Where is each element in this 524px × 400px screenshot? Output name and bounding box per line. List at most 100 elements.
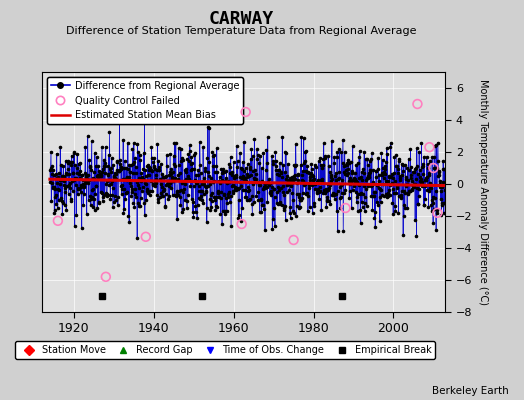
Point xyxy=(154,199,162,206)
Point xyxy=(108,192,117,198)
Point xyxy=(383,151,391,157)
Point xyxy=(189,209,197,216)
Point xyxy=(79,202,88,208)
Point xyxy=(228,182,236,189)
Point xyxy=(312,164,320,170)
Point xyxy=(229,188,237,195)
Point xyxy=(254,197,263,203)
Point xyxy=(212,162,221,169)
Point xyxy=(166,169,174,175)
Point xyxy=(356,220,365,226)
Point xyxy=(372,168,380,174)
Point xyxy=(294,191,303,197)
Point xyxy=(165,172,173,179)
Point xyxy=(137,169,146,176)
Point xyxy=(237,164,245,171)
Point xyxy=(437,187,445,194)
Point xyxy=(324,187,332,194)
Point xyxy=(283,180,292,187)
Point xyxy=(95,172,104,178)
Point xyxy=(242,164,250,171)
Point xyxy=(135,185,144,192)
Point xyxy=(148,155,156,162)
Point xyxy=(329,192,337,198)
Point xyxy=(286,204,294,210)
Point xyxy=(321,190,330,196)
Point xyxy=(378,171,387,178)
Point xyxy=(369,179,377,186)
Point xyxy=(353,160,362,166)
Point xyxy=(402,183,410,189)
Point xyxy=(326,200,334,207)
Point xyxy=(234,186,242,193)
Point xyxy=(56,177,64,184)
Point xyxy=(152,176,161,182)
Point xyxy=(414,200,423,207)
Point xyxy=(234,215,243,221)
Point xyxy=(195,188,203,194)
Point xyxy=(182,198,191,204)
Point xyxy=(248,153,257,159)
Point xyxy=(274,184,282,190)
Point xyxy=(433,209,441,216)
Point xyxy=(331,190,340,197)
Point xyxy=(259,150,267,156)
Point xyxy=(105,151,113,158)
Point xyxy=(293,171,302,177)
Point xyxy=(161,203,169,210)
Point xyxy=(359,170,368,176)
Point xyxy=(104,162,112,169)
Point xyxy=(175,188,183,195)
Point xyxy=(328,137,336,144)
Point xyxy=(188,160,196,166)
Point xyxy=(271,163,280,170)
Point xyxy=(87,166,95,173)
Point xyxy=(176,201,184,208)
Point xyxy=(102,192,111,199)
Point xyxy=(94,163,102,170)
Point xyxy=(134,182,142,188)
Point xyxy=(121,158,129,164)
Point xyxy=(274,167,282,174)
Point xyxy=(415,148,423,155)
Point xyxy=(405,156,413,162)
Point xyxy=(117,183,125,189)
Point xyxy=(226,154,235,160)
Point xyxy=(379,193,388,199)
Point xyxy=(301,149,310,156)
Point xyxy=(431,143,439,149)
Point xyxy=(46,167,54,174)
Point xyxy=(377,186,385,193)
Point xyxy=(300,158,309,164)
Point xyxy=(216,210,225,217)
Point xyxy=(387,181,396,187)
Point xyxy=(396,173,405,180)
Point xyxy=(320,188,329,195)
Point xyxy=(389,186,397,192)
Point xyxy=(416,167,424,173)
Point xyxy=(238,205,246,212)
Point xyxy=(257,208,266,215)
Point xyxy=(77,182,85,189)
Point xyxy=(211,197,219,203)
Point xyxy=(381,163,390,170)
Point xyxy=(50,210,59,216)
Point xyxy=(314,176,322,183)
Point xyxy=(346,158,355,165)
Point xyxy=(126,169,134,175)
Point xyxy=(421,183,430,190)
Point xyxy=(412,145,421,152)
Point xyxy=(171,175,180,181)
Point xyxy=(425,188,434,194)
Point xyxy=(277,185,286,192)
Point xyxy=(320,155,329,161)
Point xyxy=(85,164,94,170)
Point xyxy=(128,186,136,192)
Point xyxy=(199,200,207,206)
Point xyxy=(156,176,165,183)
Point xyxy=(334,188,342,194)
Point xyxy=(386,144,395,150)
Point xyxy=(419,163,427,169)
Point xyxy=(170,140,179,146)
Point xyxy=(224,190,232,197)
